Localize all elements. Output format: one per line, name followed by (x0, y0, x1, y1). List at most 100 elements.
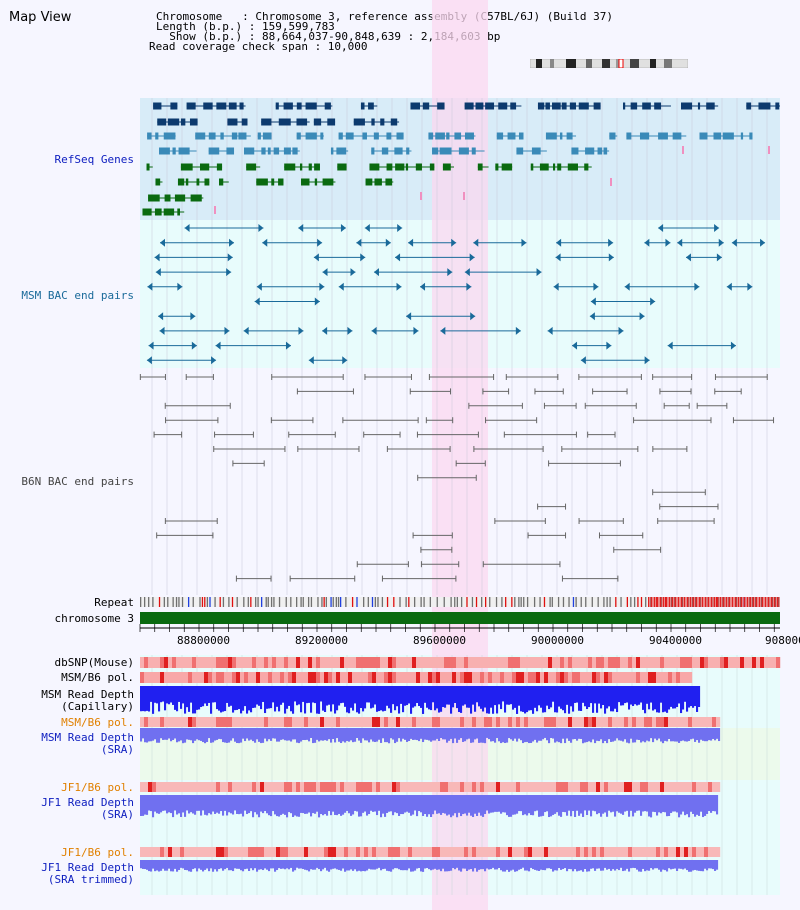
depth-bar (276, 728, 279, 742)
depth-bar (550, 728, 553, 738)
depth-bar (586, 728, 589, 743)
depth-bar (174, 686, 177, 710)
depth-bar (596, 860, 599, 869)
polymorphism-cell (484, 717, 489, 727)
depth-bar (680, 795, 683, 815)
polymorphism-cell (224, 657, 229, 668)
repeat-element (167, 597, 169, 607)
gene-exon (654, 102, 662, 110)
polymorphism-cell (616, 847, 621, 857)
polymorphism-cell (492, 847, 497, 857)
polymorphism-cell (348, 672, 353, 683)
gene-exon (439, 147, 452, 155)
dbsnp-label: dbSNP(Mouse) (54, 656, 134, 669)
depth-bar (328, 728, 331, 740)
b6n-bac-label: B6N BAC end pairs (21, 475, 134, 488)
depth-bar (484, 860, 487, 872)
depth-bar (656, 686, 659, 713)
gene-exon (495, 163, 499, 171)
polymorphism-cell (660, 847, 665, 857)
depth-bar (630, 686, 633, 705)
polymorphism-cell (296, 657, 301, 668)
depth-bar (252, 728, 255, 742)
depth-bar (438, 686, 441, 713)
repeat-element (228, 597, 230, 607)
gene-exon (390, 118, 398, 126)
depth-bar (230, 728, 233, 741)
depth-bar (690, 728, 693, 740)
repeat-element (575, 597, 577, 607)
polymorphism-cell (236, 672, 241, 683)
polymorphism-cell (412, 847, 417, 857)
depth-bar (210, 860, 213, 869)
depth-bar (676, 686, 679, 708)
depth-bar (668, 686, 671, 710)
gene-exon (485, 102, 495, 110)
depth-bar (452, 686, 455, 708)
depth-bar (164, 728, 167, 740)
depth-bar (652, 795, 655, 812)
depth-bar (282, 795, 285, 814)
depth-bar (480, 728, 483, 743)
depth-bar (678, 860, 681, 869)
depth-bar (216, 795, 219, 813)
depth-bar (182, 686, 185, 704)
depth-bar (536, 728, 539, 743)
polymorphism-cell (400, 782, 405, 792)
depth-bar (658, 728, 661, 739)
repeat-element (615, 597, 617, 607)
depth-bar (514, 795, 517, 815)
polymorphism-cell (352, 672, 357, 683)
depth-bar (188, 795, 191, 814)
polymorphism-cell (648, 717, 653, 727)
polymorphism-cell (452, 782, 457, 792)
depth-bar (196, 728, 199, 740)
repeat-element (759, 597, 760, 607)
depth-bar (716, 728, 719, 739)
depth-bar (578, 728, 581, 739)
polymorphism-cell (384, 782, 389, 792)
depth-bar (284, 860, 287, 870)
bac-end (556, 238, 562, 247)
gene-exon (539, 163, 549, 171)
depth-bar (306, 795, 309, 814)
polymorphism-cell (456, 717, 461, 727)
depth-bar (246, 686, 249, 714)
depth-bar (330, 860, 333, 870)
polymorphism-cell (376, 782, 381, 792)
bac-end (644, 356, 650, 365)
depth-bar (398, 686, 401, 714)
depth-bar (520, 728, 523, 741)
polymorphism-cell (288, 657, 293, 668)
depth-bar (250, 728, 253, 740)
repeat-element (645, 597, 647, 607)
polymorphism-cell (256, 782, 261, 792)
depth-bar (644, 686, 647, 714)
repeat-element (148, 597, 150, 607)
gene-exon (545, 102, 550, 110)
repeat-element (466, 597, 468, 607)
polymorphism-cell (240, 657, 245, 668)
depth-bar (170, 728, 173, 742)
depth-bar (602, 860, 605, 871)
repeat-element (420, 597, 422, 607)
bac-end (146, 356, 152, 365)
polymorphism-cell (228, 847, 233, 857)
depth-bar (362, 795, 365, 813)
repeat-element (705, 597, 706, 607)
depth-bar (280, 728, 283, 740)
depth-bar (140, 728, 143, 742)
polymorphism-cell (224, 672, 229, 683)
bac-end (215, 341, 221, 350)
polymorphism-cell (684, 847, 689, 857)
depth-bar (506, 795, 509, 816)
polymorphism-cell (652, 782, 657, 792)
depth-bar (412, 686, 415, 708)
depth-bar (166, 686, 169, 704)
depth-bar (372, 860, 375, 870)
depth-bar (492, 728, 495, 742)
depth-bar (404, 795, 407, 813)
depth-bar (300, 860, 303, 869)
depth-bar (322, 795, 325, 816)
